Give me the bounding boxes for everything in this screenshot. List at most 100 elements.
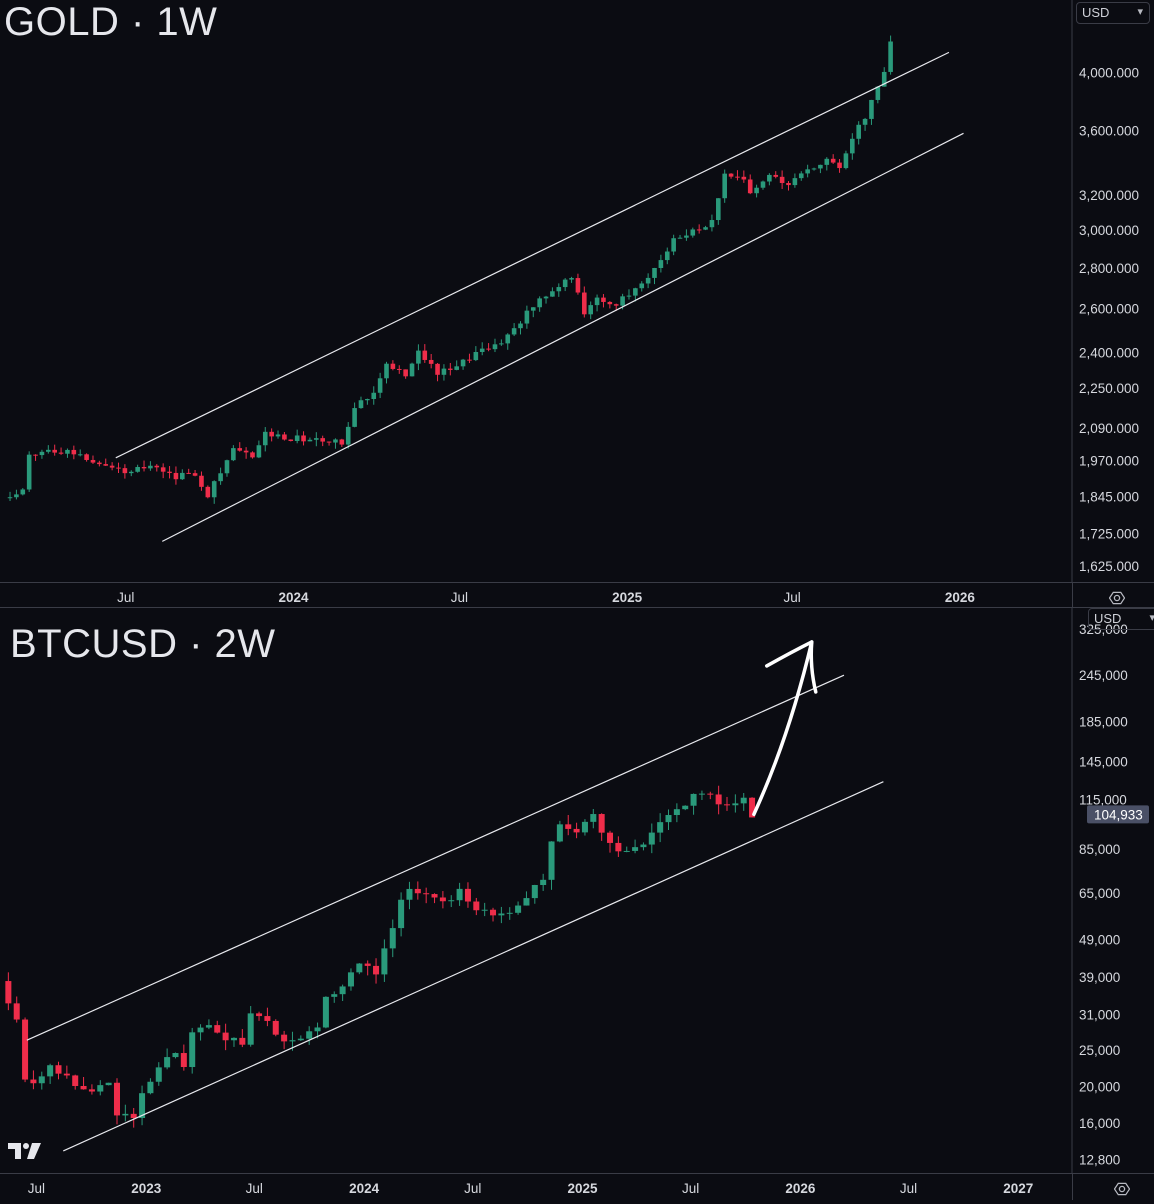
gold-candle-body: [716, 198, 721, 221]
btc-candle-body: [490, 909, 497, 916]
gold-candle-body: [205, 486, 211, 498]
btc-candle-body: [364, 963, 371, 966]
gold-candle-body: [492, 344, 498, 350]
btc-chart-svg[interactable]: 325,000245,000185,000145,000115,00085,00…: [0, 608, 1154, 1173]
gold-candle-body: [90, 459, 96, 463]
gold-candle-body: [639, 283, 645, 289]
btc-settings-gear-icon[interactable]: [1114, 1181, 1130, 1197]
gold-candle-body: [116, 467, 121, 469]
btc-time-axis-svg: Jul 2023 Jul 2024 Jul 2025 Jul 2026 Jul 2027: [28, 1181, 1034, 1196]
gold-candle-body: [537, 298, 542, 308]
btc-candle-body: [314, 1027, 321, 1032]
gold-candle-body: [626, 295, 632, 297]
gold-candle-body: [84, 454, 89, 460]
gold-candle-body: [677, 237, 683, 239]
gold-candle-body: [218, 473, 223, 482]
gold-candle-body: [256, 445, 262, 458]
btc-time-axis-border: [0, 1173, 1154, 1174]
gold-candle-body: [550, 291, 555, 297]
gold-y-tick-label: 3,000.000: [1079, 223, 1139, 238]
gold-currency-dropdown[interactable]: USD ▾: [1076, 2, 1150, 24]
gold-candle-body: [77, 454, 83, 456]
btc-channel-line-upper[interactable]: [26, 674, 845, 1041]
btc-currency-dropdown[interactable]: USD ▾: [1088, 608, 1154, 630]
btc-candle-body: [272, 1020, 279, 1035]
pane-divider[interactable]: [0, 607, 1154, 608]
gold-candle-body: [620, 296, 625, 306]
gold-candle-body: [97, 462, 102, 465]
gold-time-axis-border: [0, 582, 1154, 583]
btc-candle-body: [55, 1065, 62, 1074]
gold-candle-body: [135, 467, 140, 472]
gold-time-axis-svg: Jul 2024 Jul 2025 Jul 2026: [117, 590, 975, 605]
gold-candle-body: [684, 235, 689, 238]
gold-y-tick-label: 3,200.000: [1079, 188, 1139, 203]
btc-candle-body: [373, 965, 380, 975]
btc-candle-body: [749, 797, 756, 818]
gold-channel-line-lower[interactable]: [161, 132, 964, 542]
btc-candle-body: [155, 1067, 162, 1082]
btc-candle-body: [414, 888, 421, 894]
btc-upward-arrow-shaft[interactable]: [752, 640, 814, 817]
btc-candle-body: [431, 894, 438, 898]
gold-x-tick-label: Jul: [451, 590, 468, 605]
btc-chart-pane[interactable]: 325,000 245,000 185,000 145,000 115,000 85,00…: [0, 608, 1154, 1173]
btc-candle-body: [498, 913, 505, 916]
btc-candle-body: [5, 981, 12, 1004]
gold-candle-body: [613, 304, 619, 306]
gold-time-axis[interactable]: Jul 2024 Jul 2025 Jul 2026: [0, 583, 1072, 608]
btc-x-tick-label: Jul: [464, 1181, 481, 1196]
gold-candle-body: [58, 452, 64, 454]
gold-candle-body: [435, 363, 440, 375]
gold-chart-pane[interactable]: 4,000.000 3,600.000 3,200.000 3,000.000 2,80…: [0, 0, 1154, 582]
gold-y-tick-label: 2,400.000: [1079, 345, 1139, 360]
gold-candle-body: [875, 86, 881, 100]
btc-x-tick-label: 2025: [568, 1181, 599, 1196]
gold-candle-body: [652, 267, 657, 278]
btc-upward-arrow-head[interactable]: [765, 640, 818, 694]
gold-y-tick-label: 1,725.000: [1079, 526, 1139, 541]
gold-candle-body: [441, 368, 447, 375]
btc-candle-body: [113, 1082, 120, 1116]
btc-candle-body: [456, 888, 463, 901]
gold-candle-body: [173, 472, 179, 480]
btc-candle-body: [590, 814, 597, 822]
gold-chart-svg[interactable]: 4,000.000 3,600.000 3,200.000 3,000.000 2,80…: [0, 0, 1154, 582]
gold-x-tick-label: 2024: [279, 590, 310, 605]
btc-x-tick-label: Jul: [246, 1181, 263, 1196]
gold-candle-body: [703, 227, 708, 230]
gold-candle-body: [607, 301, 613, 305]
gold-candle-body: [448, 368, 453, 370]
gold-candle-body: [422, 350, 428, 360]
btc-channel-line-lower[interactable]: [63, 781, 884, 1152]
gold-candle-body: [180, 472, 185, 480]
gold-candle-body: [792, 178, 798, 186]
btc-chart-title: BTCUSD · 2W: [10, 622, 276, 666]
gold-candle-body: [428, 359, 434, 364]
btc-currency-label: USD: [1094, 611, 1122, 626]
gold-candle-body: [224, 460, 230, 474]
gold-candle-body: [314, 438, 319, 440]
btc-candle-body: [180, 1053, 187, 1068]
btc-candle-body: [623, 850, 630, 852]
gold-candle-body: [307, 439, 313, 442]
btc-candle-body: [673, 809, 680, 816]
gold-settings-gear-icon[interactable]: [1109, 590, 1125, 606]
gold-candle-body: [594, 297, 600, 306]
btc-candle-body: [607, 832, 614, 843]
btc-candle-body: [573, 828, 580, 833]
gold-candle-body: [773, 174, 779, 177]
btc-time-axis[interactable]: Jul 2023 Jul 2024 Jul 2025 Jul 2026 Jul 2027: [0, 1174, 1072, 1199]
gold-candle-body: [505, 334, 511, 344]
gold-y-tick-label: 1,625.000: [1079, 559, 1139, 574]
gold-y-tick-label: 2,090.000: [1079, 421, 1139, 436]
gold-candle-body: [881, 71, 887, 87]
gold-channel-line-upper[interactable]: [115, 51, 950, 459]
gold-candle-body: [154, 465, 160, 468]
gold-candle-body: [186, 472, 191, 474]
gold-candle-body: [671, 238, 676, 252]
gold-candle-body: [460, 359, 466, 367]
btc-candle-body: [740, 797, 747, 804]
btc-last-price-label: 104,933: [1094, 807, 1143, 822]
gold-candle-body: [352, 408, 357, 427]
